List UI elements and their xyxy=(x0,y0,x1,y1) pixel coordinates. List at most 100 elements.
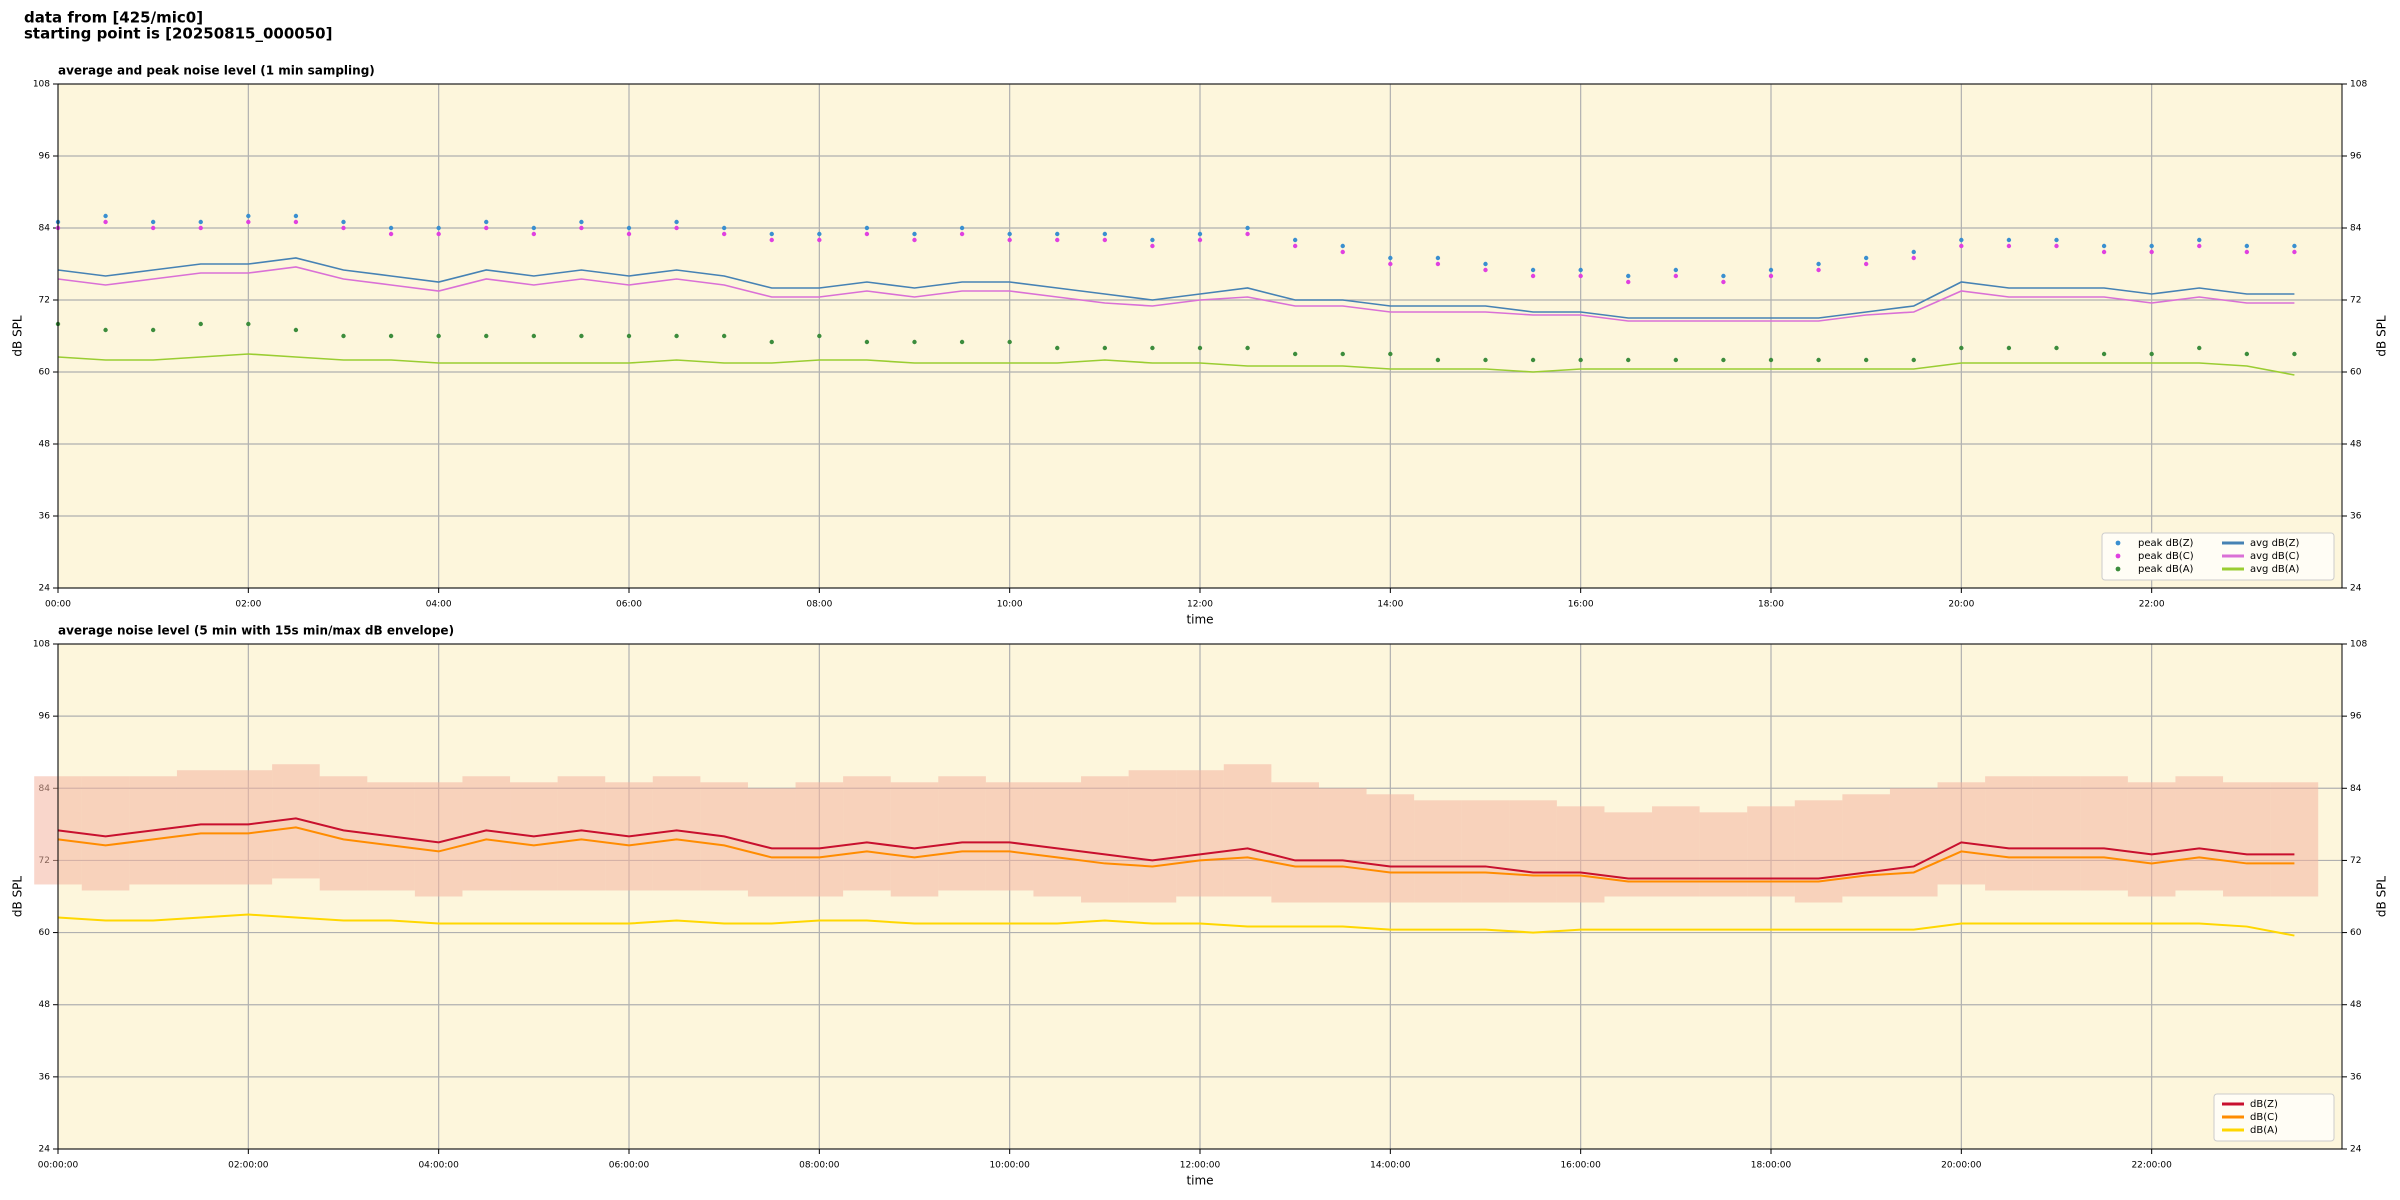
y-tick-label: 24 xyxy=(39,1145,51,1155)
plot-frame xyxy=(57,83,2343,589)
x-tick-label: 10:00:00 xyxy=(989,1161,1030,1171)
peak-point xyxy=(531,333,537,339)
peak-point xyxy=(1721,273,1726,279)
peak-point xyxy=(1245,345,1250,351)
envelope-band xyxy=(938,776,986,891)
series-line xyxy=(57,913,2295,937)
peak-point xyxy=(293,327,299,333)
y2-tick-label: 108 xyxy=(2350,640,2367,650)
y-tick-label: 48 xyxy=(39,1000,51,1010)
envelope-band xyxy=(1889,788,1938,897)
y2-tick-label: 96 xyxy=(2350,712,2362,722)
x-axis-label: time xyxy=(1186,1174,1213,1188)
peak-point xyxy=(1863,357,1869,363)
y-tick-label: 72 xyxy=(39,296,50,306)
x-tick-label: 16:00 xyxy=(1568,600,1594,610)
peak-point xyxy=(2292,249,2297,255)
y2-tick-label: 36 xyxy=(2350,1072,2362,1082)
peak-point xyxy=(484,225,489,231)
header-line: data from [425/mic0] xyxy=(24,9,203,27)
peak-point xyxy=(2101,243,2107,249)
peak-point xyxy=(1292,237,1298,243)
legend-label: avg dB(A) xyxy=(2250,564,2300,575)
peak-point xyxy=(484,219,489,225)
peak-point xyxy=(1245,231,1250,237)
legend-marker xyxy=(2115,553,2121,559)
y2-tick-label: 60 xyxy=(2350,928,2362,938)
peak-point xyxy=(2292,243,2297,249)
peak-point xyxy=(1530,357,1536,363)
peak-point xyxy=(531,231,537,237)
peak-point xyxy=(1578,273,1583,279)
peak-point xyxy=(1816,357,1821,363)
peak-point xyxy=(436,225,441,231)
envelope-band xyxy=(2175,776,2224,891)
peak-point xyxy=(959,225,965,231)
peak-point xyxy=(1388,351,1393,357)
peak-point xyxy=(2197,345,2202,351)
peak-point xyxy=(1483,267,1488,273)
legend-label: dB(C) xyxy=(2250,1112,2278,1123)
peak-point xyxy=(912,231,917,237)
peak-point xyxy=(864,339,870,345)
peak-point xyxy=(388,333,394,339)
peak-point xyxy=(2101,249,2107,255)
peak-point xyxy=(1959,345,1964,351)
envelope-band xyxy=(1509,800,1557,903)
peak-point xyxy=(769,237,774,243)
peak-point xyxy=(1578,357,1583,363)
x-tick-label: 08:00:00 xyxy=(799,1161,840,1171)
envelope-band xyxy=(1604,812,1653,897)
peak-point xyxy=(150,225,156,231)
x-tick-label: 16:00:00 xyxy=(1560,1161,1601,1171)
envelope-band xyxy=(1794,800,1843,903)
envelope-band xyxy=(747,788,796,897)
peak-point xyxy=(1578,267,1583,273)
peak-point xyxy=(2149,243,2154,249)
peak-point xyxy=(1530,267,1536,273)
peak-point xyxy=(1388,261,1393,267)
envelope-band xyxy=(1699,812,1748,897)
envelope-band xyxy=(1461,800,1510,903)
envelope-band xyxy=(1652,806,1700,897)
peak-point xyxy=(2244,249,2250,255)
y-tick-label: 108 xyxy=(33,80,50,90)
y2-tick-label: 24 xyxy=(2350,1145,2362,1155)
peak-point xyxy=(721,333,727,339)
peak-point xyxy=(1340,351,1345,357)
peak-point xyxy=(769,231,774,237)
series-line xyxy=(57,826,2295,883)
peak-point xyxy=(2292,351,2297,357)
peak-point xyxy=(959,339,965,345)
envelope-band xyxy=(1223,764,1272,897)
envelope-band xyxy=(2223,782,2271,897)
peak-point xyxy=(1959,243,1964,249)
envelope-band xyxy=(1176,770,1224,897)
peak-point xyxy=(817,231,822,237)
y-tick-label: 96 xyxy=(39,152,51,162)
peak-point xyxy=(2006,345,2012,351)
y-tick-label: 48 xyxy=(39,440,51,450)
y-tick-label: 24 xyxy=(39,584,51,594)
x-tick-label: 00:00:00 xyxy=(38,1161,79,1171)
chart-title: average noise level (5 min with 15s min/… xyxy=(58,624,454,638)
peak-point xyxy=(1007,231,1012,237)
legend-label: peak dB(A) xyxy=(2138,564,2194,575)
peak-point xyxy=(1530,273,1536,279)
peak-point xyxy=(1102,345,1108,351)
peak-point xyxy=(2149,249,2154,255)
peak-point xyxy=(674,219,679,225)
chart-title: average and peak noise level (1 min samp… xyxy=(58,64,375,78)
peak-point xyxy=(1292,243,1298,249)
peak-point xyxy=(1150,243,1155,249)
x-tick-label: 18:00 xyxy=(1758,600,1784,610)
peak-point xyxy=(912,339,917,345)
y2-tick-label: 108 xyxy=(2350,80,2367,90)
x-tick-label: 08:00 xyxy=(806,600,832,610)
peak-point xyxy=(1483,261,1488,267)
peak-point xyxy=(341,333,346,339)
legend-label: dB(A) xyxy=(2250,1125,2278,1136)
x-tick-label: 06:00 xyxy=(616,600,642,610)
peak-point xyxy=(2054,345,2059,351)
